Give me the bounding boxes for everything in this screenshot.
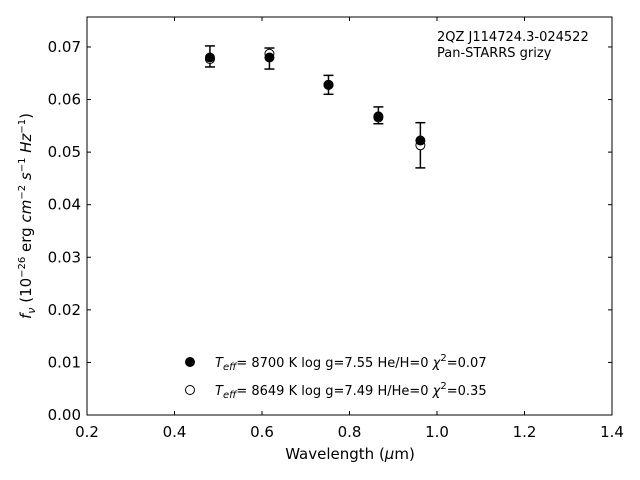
- point-filled: [415, 135, 426, 146]
- x-tick-label: 0.4: [163, 423, 187, 441]
- x-axis-label: Wavelength (μm): [285, 445, 415, 463]
- x-tick-label: 0.8: [338, 423, 362, 441]
- x-tick-label: 1.0: [425, 423, 449, 441]
- legend-label-1: Teff= 8700 K log g=7.55 He/H=0 χ2=0.07: [215, 353, 487, 373]
- y-tick-label: 0.04: [48, 196, 81, 214]
- point-filled: [264, 52, 275, 63]
- y-axis-label: fν (10−26 erg cm−2 s−1 Hz−1): [17, 113, 38, 319]
- point-filled: [373, 111, 384, 122]
- x-tick-label: 0.2: [75, 423, 99, 441]
- y-tick-label: 0.05: [48, 143, 81, 161]
- x-tick-label: 0.6: [250, 423, 274, 441]
- legend-entry-thin: Teff= 8649 K log g=7.49 H/He=0 χ2=0.35: [185, 381, 487, 401]
- y-tick-label: 0.06: [48, 91, 81, 109]
- y-tick-label: 0.03: [48, 248, 81, 266]
- y-tick-label: 0.00: [48, 406, 81, 424]
- annotation-object-name: 2QZ J114724.3-024522: [437, 30, 589, 45]
- y-tick-label: 0.07: [48, 38, 81, 56]
- y-tick-label: 0.01: [48, 353, 81, 371]
- y-axis: 0.00 0.01 0.02 0.03 0.04 0.05 0.06 0.07: [48, 38, 612, 424]
- legend-marker-filled: [185, 357, 195, 367]
- legend-label-2: Teff= 8649 K log g=7.49 H/He=0 χ2=0.35: [215, 381, 487, 401]
- annotation-survey: Pan-STARRS grizy: [437, 46, 552, 61]
- error-bars: [204, 45, 426, 169]
- point-filled: [323, 79, 334, 90]
- point-filled: [204, 52, 215, 63]
- x-axis: 0.2 0.4 0.6 0.8 1.0 1.2 1.4: [75, 17, 624, 441]
- legend: Teff= 8700 K log g=7.55 He/H=0 χ2=0.07 T…: [185, 353, 487, 401]
- y-tick-label: 0.02: [48, 301, 81, 319]
- data-points: [204, 48, 426, 151]
- x-tick-label: 1.4: [600, 423, 624, 441]
- x-tick-label: 1.2: [513, 423, 537, 441]
- legend-marker-open: [185, 385, 195, 395]
- legend-entry-thick: Teff= 8700 K log g=7.55 He/H=0 χ2=0.07: [185, 353, 487, 373]
